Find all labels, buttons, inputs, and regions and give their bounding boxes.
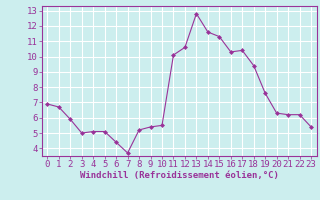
- X-axis label: Windchill (Refroidissement éolien,°C): Windchill (Refroidissement éolien,°C): [80, 171, 279, 180]
